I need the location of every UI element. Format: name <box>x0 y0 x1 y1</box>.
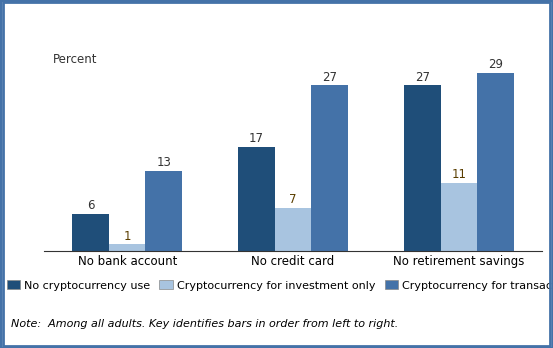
Bar <box>477 73 514 251</box>
Bar <box>311 85 348 251</box>
Text: 27: 27 <box>415 71 430 84</box>
Text: Percent: Percent <box>53 53 97 66</box>
Text: Figure A. Share without a bank account, credit card, or retirement savings (by c: Figure A. Share without a bank account, … <box>15 10 538 38</box>
Legend: No cryptocurrency use, Cryptocurrency for investment only, Cryptocurrency for tr: No cryptocurrency use, Cryptocurrency fo… <box>2 276 553 295</box>
Bar <box>238 147 275 251</box>
Bar <box>72 214 109 251</box>
Text: Note:  Among all adults. Key identifies bars in order from left to right.: Note: Among all adults. Key identifies b… <box>11 319 398 329</box>
Bar <box>145 171 182 251</box>
Text: 6: 6 <box>87 199 95 212</box>
Bar <box>441 183 477 251</box>
Text: 13: 13 <box>156 156 171 169</box>
Text: 11: 11 <box>451 168 467 181</box>
Text: 17: 17 <box>249 132 264 145</box>
Bar <box>275 208 311 251</box>
Text: 29: 29 <box>488 58 503 71</box>
Text: 7: 7 <box>289 193 297 206</box>
Text: 27: 27 <box>322 71 337 84</box>
Bar <box>109 244 145 251</box>
Bar <box>404 85 441 251</box>
Text: 1: 1 <box>123 230 131 243</box>
